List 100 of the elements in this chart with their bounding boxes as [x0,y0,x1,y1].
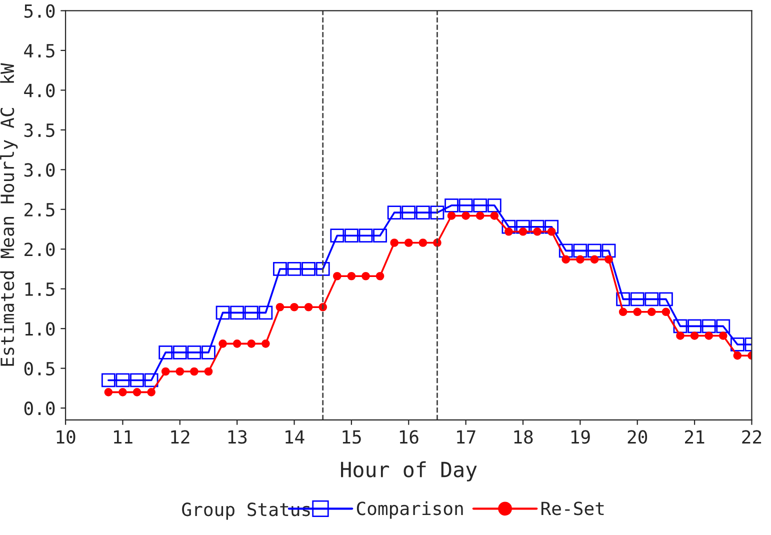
y-tick-label: 4.5 [24,44,54,58]
point [316,262,330,276]
point [602,244,616,258]
point [161,367,170,376]
point [358,228,373,243]
point [576,255,584,264]
point [362,272,370,280]
point [547,227,556,236]
point [273,262,287,276]
point [476,212,484,220]
legend-title: Group Status [182,502,310,520]
x-tick-label: 14 [286,430,304,444]
point [287,262,302,276]
point [376,272,384,280]
point [730,338,744,352]
x-tick-label: 16 [400,430,418,444]
point [373,228,387,243]
x-axis-title: Hour of Day [341,461,477,482]
point [688,319,702,334]
point [101,373,116,388]
point [116,373,130,388]
y-tick-label: 4.0 [24,84,55,98]
point [130,373,144,388]
x-tick-label: 15 [342,430,361,444]
point [347,272,356,280]
point [530,220,544,234]
y-tick-label: 1.0 [25,322,55,336]
x-tick-label: 20 [628,430,648,444]
y-tick-label: 2.0 [24,242,55,256]
point [104,388,113,396]
point [344,228,358,243]
point [676,332,684,340]
point [544,220,559,234]
point [416,206,430,220]
point [733,351,742,360]
point [447,212,456,220]
point [216,306,230,320]
point [230,306,244,320]
point [588,244,602,258]
x-tick-label: 17 [457,430,476,444]
point [702,319,716,334]
x-tick-label: 19 [571,430,590,444]
x-tick-label: 12 [171,430,190,444]
point [644,292,659,306]
x-tick-label: 18 [514,430,533,444]
point [132,388,142,396]
y-tick-label: 0.5 [24,362,54,376]
point [487,198,502,212]
point [590,255,599,264]
point [244,306,258,320]
point [630,292,644,306]
point [418,238,428,247]
point [618,308,628,316]
x-tick-label: 21 [685,430,704,444]
point [202,345,216,360]
x-tick-label: 10 [56,430,76,444]
point [690,332,699,340]
point [290,302,298,312]
point [190,367,198,376]
x-tick-label: 22 [742,430,762,444]
point [390,238,398,247]
point [616,292,630,306]
y-tick-label: 1.5 [25,282,54,296]
point [647,308,656,316]
point [302,262,316,276]
y-axis-title: Estimated Mean Hourly AC kW [0,63,18,366]
point [218,340,227,348]
point [633,308,642,316]
point [258,306,273,320]
point [718,332,728,340]
point [118,388,127,396]
legend-label: Comparison [356,501,463,519]
point [662,308,670,316]
y-tick-label: 3.0 [24,163,55,177]
point [247,340,256,348]
point [172,345,187,360]
point [673,319,688,334]
point [558,244,573,258]
point [504,227,513,236]
point [562,255,570,264]
point [204,367,213,376]
x-tick-label: 11 [114,430,132,444]
y-tick-label: 2.5 [24,202,54,217]
point [232,340,242,348]
point [176,367,184,376]
point [404,238,413,247]
point [518,227,528,236]
point [704,332,714,340]
point [402,206,416,220]
point [330,228,344,243]
point [604,255,613,264]
point [144,373,158,388]
point [490,212,499,220]
point [387,206,402,220]
point [659,292,673,306]
point [262,340,270,348]
point [502,220,516,234]
y-tick-label: 0.0 [24,402,55,416]
y-tick-label: 3.5 [24,123,54,138]
legend-label: Re-Set [542,502,604,516]
